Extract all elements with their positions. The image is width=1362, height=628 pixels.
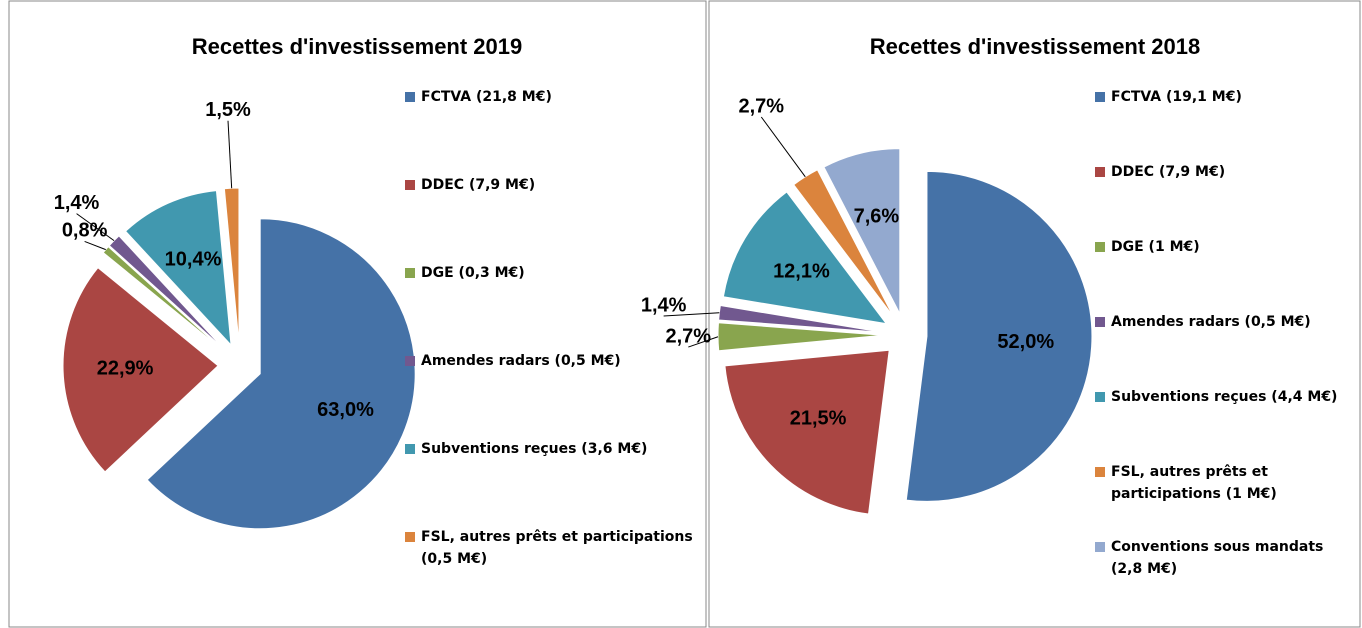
data-label: 1,4% bbox=[641, 294, 687, 316]
chart-title: Recettes d'investissement 2019 bbox=[192, 34, 523, 59]
legend-swatch bbox=[405, 180, 415, 190]
pie-slice bbox=[717, 322, 884, 352]
legend-item: Conventions sous mandats (2,8 M€) bbox=[1095, 536, 1353, 580]
legend-label: Subventions reçues (4,4 M€) bbox=[1111, 389, 1338, 405]
legend-swatch bbox=[1095, 167, 1105, 177]
legend-swatch bbox=[1095, 92, 1105, 102]
legend-item: DGE (1 M€) bbox=[1095, 236, 1353, 258]
data-label: 63,0% bbox=[317, 399, 374, 421]
legend-swatch bbox=[405, 268, 415, 278]
pie-slice bbox=[124, 190, 232, 347]
legend-label: Amendes radars (0,5 M€) bbox=[1111, 314, 1311, 330]
data-label: 1,4% bbox=[54, 192, 100, 214]
legend-item: Subventions reçues (4,4 M€) bbox=[1095, 386, 1353, 408]
legend-item: DDEC (7,9 M€) bbox=[1095, 161, 1353, 183]
leader-line bbox=[84, 240, 106, 251]
legend-swatch bbox=[405, 532, 415, 542]
data-label: 12,1% bbox=[773, 261, 830, 283]
legend-label: DGE (1 M€) bbox=[1111, 239, 1200, 255]
panel bbox=[708, 0, 1361, 628]
legend-swatch bbox=[405, 356, 415, 366]
legend-label: FSL, autres prêts et participations (0,5… bbox=[421, 529, 693, 567]
legend-label: DGE (0,3 M€) bbox=[421, 265, 525, 281]
leader-line bbox=[688, 336, 719, 348]
data-label: 10,4% bbox=[165, 248, 222, 270]
pie-slice bbox=[905, 170, 1093, 502]
data-label: 2,7% bbox=[666, 325, 712, 347]
legend-label: Amendes radars (0,5 M€) bbox=[421, 353, 621, 369]
data-label: 0,8% bbox=[62, 220, 108, 242]
legend-label: DDEC (7,9 M€) bbox=[1111, 164, 1226, 180]
legend-item: DGE (0,3 M€) bbox=[405, 262, 695, 284]
legend-swatch bbox=[1095, 542, 1105, 552]
data-label: 22,9% bbox=[97, 357, 154, 379]
pie-slice bbox=[793, 169, 894, 317]
leader-line bbox=[227, 120, 233, 189]
legend-swatch bbox=[1095, 392, 1105, 402]
data-label: 2,7% bbox=[739, 95, 785, 117]
legend-item: Amendes radars (0,5 M€) bbox=[1095, 311, 1353, 333]
legend-label: FSL, autres prêts et participations (1 M… bbox=[1111, 464, 1277, 502]
legend-item: FSL, autres prêts et participations (1 M… bbox=[1095, 461, 1353, 505]
legend-item: FCTVA (19,1 M€) bbox=[1095, 86, 1353, 108]
pie-slice bbox=[722, 191, 888, 325]
legend-label: Subventions reçues (3,6 M€) bbox=[421, 441, 648, 457]
pie-slice bbox=[146, 218, 416, 530]
legend-swatch bbox=[1095, 317, 1105, 327]
chart-title: Recettes d'investissement 2018 bbox=[870, 34, 1201, 59]
legend-swatch bbox=[405, 444, 415, 454]
legend-item: DDEC (7,9 M€) bbox=[405, 174, 695, 196]
data-label: 21,5% bbox=[790, 407, 847, 429]
pie-slice bbox=[62, 267, 219, 473]
legend-swatch bbox=[1095, 467, 1105, 477]
legend-item: Amendes radars (0,5 M€) bbox=[405, 350, 695, 372]
pie-slice bbox=[823, 148, 901, 314]
legend-item: FCTVA (21,8 M€) bbox=[405, 86, 695, 108]
legend-swatch bbox=[405, 92, 415, 102]
leader-line bbox=[760, 116, 806, 178]
legend-item: Subventions reçues (3,6 M€) bbox=[405, 438, 695, 460]
legend-item: FSL, autres prêts et participations (0,5… bbox=[405, 526, 695, 570]
legend-label: FCTVA (19,1 M€) bbox=[1111, 89, 1242, 105]
data-label: 52,0% bbox=[997, 331, 1054, 353]
legend-label: Conventions sous mandats (2,8 M€) bbox=[1111, 539, 1324, 577]
legend-label: DDEC (7,9 M€) bbox=[421, 177, 536, 193]
leader-line bbox=[76, 213, 115, 242]
data-label: 1,5% bbox=[205, 99, 251, 121]
legend-label: FCTVA (21,8 M€) bbox=[421, 89, 552, 105]
leader-line bbox=[663, 312, 720, 317]
data-label: 7,6% bbox=[854, 206, 900, 228]
legend-swatch bbox=[1095, 242, 1105, 252]
pie-slice bbox=[724, 349, 890, 515]
